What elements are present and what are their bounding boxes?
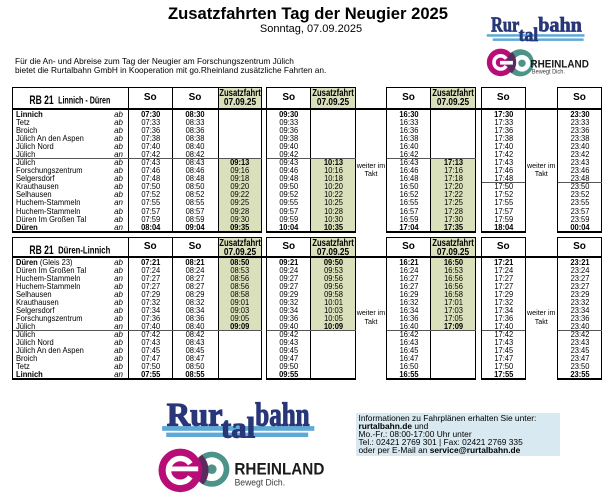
svg-text:tal: tal <box>221 412 255 442</box>
svg-text:bahn: bahn <box>538 13 582 37</box>
svg-text:Düren-Linnich: Düren-Linnich <box>58 246 110 256</box>
svg-text:RB 21: RB 21 <box>29 243 53 256</box>
svg-text:RHEINLAND: RHEINLAND <box>234 460 324 478</box>
svg-text:Bewegt Dich.: Bewegt Dich. <box>235 477 286 487</box>
svg-text:RB 21: RB 21 <box>29 93 53 107</box>
svg-text:RHEINLAND: RHEINLAND <box>530 59 589 71</box>
svg-text:Bewegt Dich.: Bewegt Dich. <box>532 69 565 76</box>
svg-text:tal: tal <box>519 25 539 45</box>
svg-text:Linnich - Düren: Linnich - Düren <box>58 96 110 107</box>
svg-text:bahn: bahn <box>255 398 309 434</box>
svg-text:Rur: Rur <box>491 13 519 37</box>
svg-text:Rur: Rur <box>167 398 223 434</box>
